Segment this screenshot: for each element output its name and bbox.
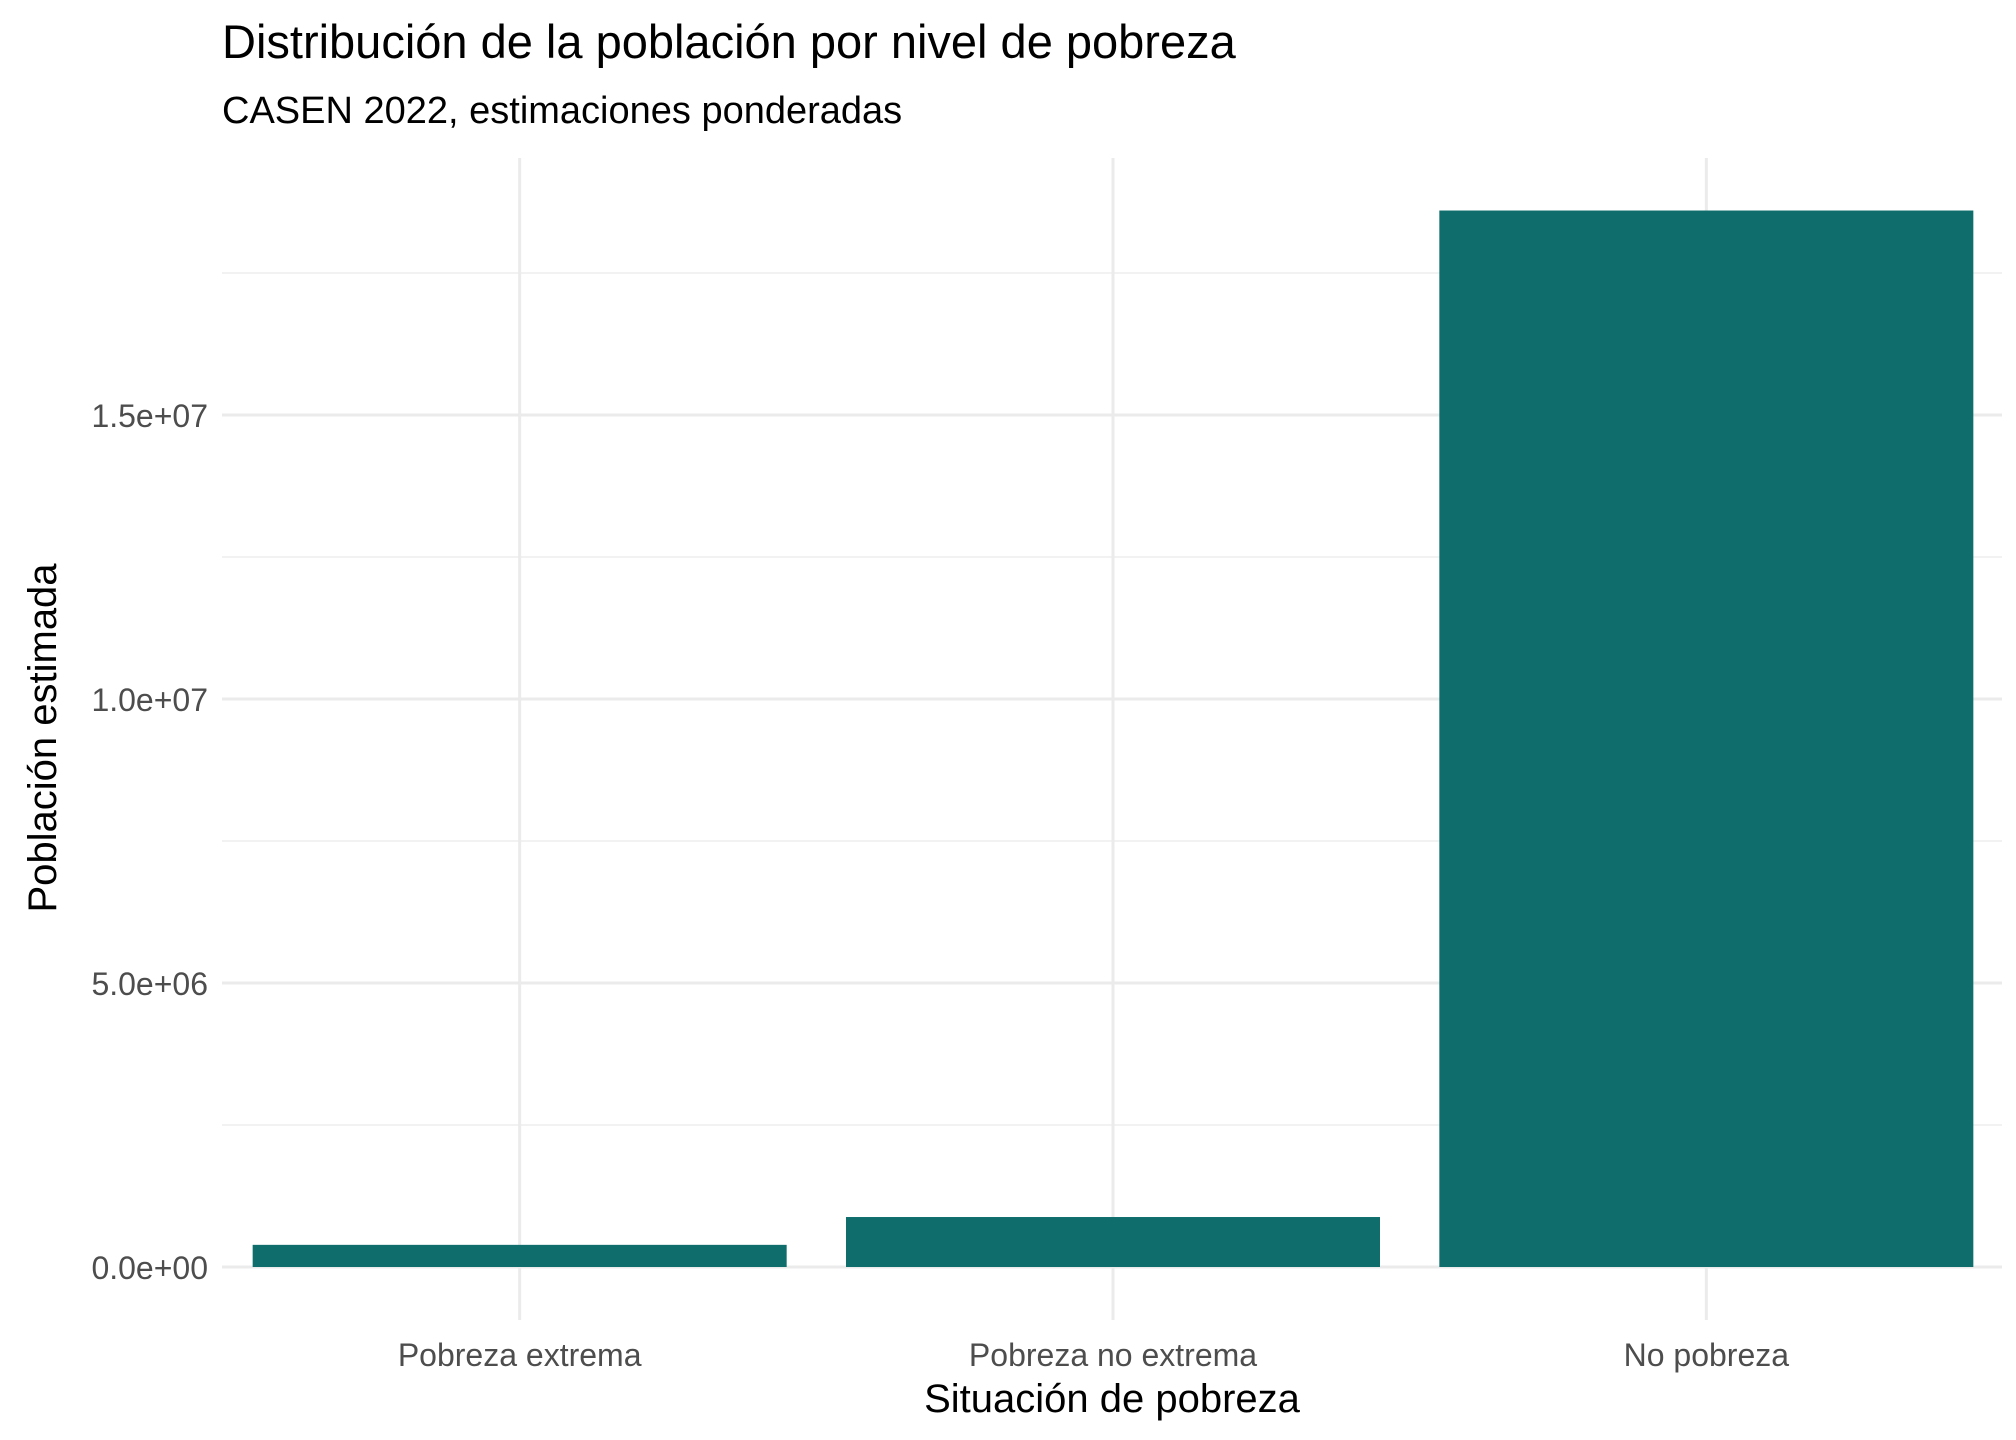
y-axis-ticks: 0.0e+00 5.0e+06 1.0e+07 1.5e+07 xyxy=(91,398,208,1286)
x-axis-title: Situación de pobreza xyxy=(924,1377,1301,1421)
bar-pobreza-extrema xyxy=(252,1244,787,1267)
y-axis-title: Población estimada xyxy=(21,563,65,913)
y-tick-label: 1.5e+07 xyxy=(91,398,208,434)
bar-pobreza-no-extrema xyxy=(846,1217,1380,1267)
bar-no-pobreza xyxy=(1439,210,1974,1267)
y-tick-label: 5.0e+06 xyxy=(91,966,208,1002)
x-axis-ticks: Pobreza extrema Pobreza no extrema No pobr… xyxy=(398,1337,1789,1373)
y-tick-label: 1.0e+07 xyxy=(91,682,208,718)
bars xyxy=(252,210,1974,1267)
x-tick-label: Pobreza extrema xyxy=(398,1337,642,1373)
x-tick-label: No pobreza xyxy=(1624,1337,1790,1373)
chart-title: Distribución de la población por nivel d… xyxy=(222,15,1237,68)
x-tick-label: Pobreza no extrema xyxy=(969,1337,1257,1373)
y-tick-label: 0.0e+00 xyxy=(91,1250,208,1286)
chart-subtitle: CASEN 2022, estimaciones ponderadas xyxy=(222,90,902,132)
